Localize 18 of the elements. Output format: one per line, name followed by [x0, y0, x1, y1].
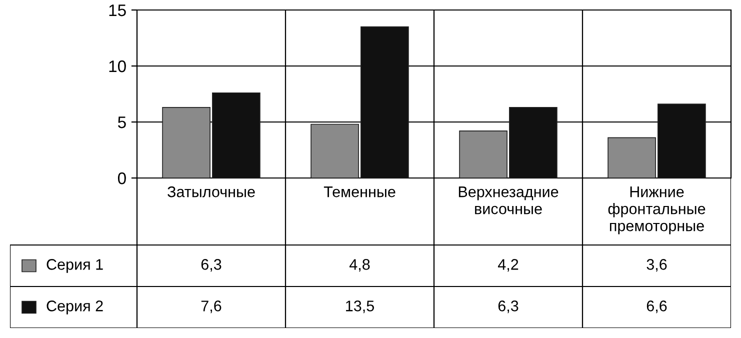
- data-label: 6,6: [646, 300, 667, 314]
- data-label: 6,3: [498, 300, 518, 314]
- y-tick-label: 5: [118, 116, 126, 128]
- x-tick-label: Затылочные: [168, 186, 255, 198]
- x-tick-label: Теменные: [324, 186, 396, 198]
- y-tick-label: 10: [109, 60, 126, 72]
- data-label: 13,5: [346, 300, 374, 314]
- y-tick-label: 0: [118, 172, 126, 184]
- data-label: 6,3: [201, 259, 222, 272]
- y-tick-label: 15: [109, 4, 126, 16]
- data-label: 7,6: [201, 300, 222, 314]
- legend-label: Серия 1: [46, 259, 103, 273]
- data-label: 4,2: [498, 259, 518, 272]
- x-tick-label: Верхнезадние височные: [458, 186, 558, 214]
- data-label: 3,6: [646, 259, 667, 272]
- legend-label: Серия 2: [46, 300, 103, 314]
- data-label: 4,8: [349, 259, 370, 272]
- x-tick-label: Нижние фронтальные премоторные: [608, 186, 706, 234]
